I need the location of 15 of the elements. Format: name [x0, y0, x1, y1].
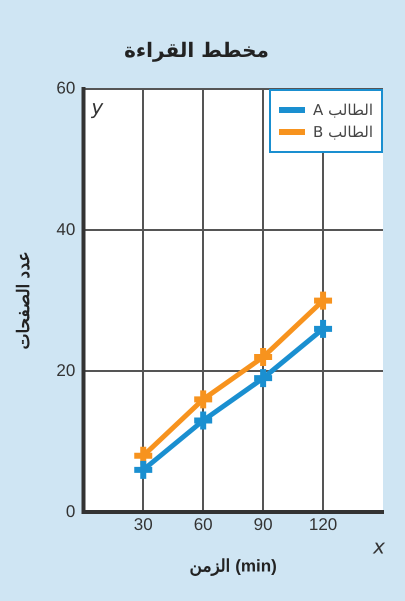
text: x — [372, 534, 386, 558]
x-tick-label: 60 — [194, 515, 213, 534]
annotation: y — [90, 95, 104, 120]
y-tick-label: 40 — [56, 220, 76, 239]
y-axis-title: عدد الصفحات — [14, 252, 33, 350]
x-axis-title: الزمن (min) — [190, 556, 277, 576]
chart-title: مخطط القراءة — [124, 38, 269, 62]
y-tick-label: 0 — [66, 502, 76, 521]
y-tick-label: 60 — [56, 78, 76, 98]
x-tick-label: 90 — [254, 515, 273, 534]
x-tick-label: 30 — [134, 515, 153, 534]
legend-label: الطالب A — [313, 101, 373, 119]
x-tick-label: 120 — [308, 515, 338, 534]
y-tick-label: 20 — [56, 360, 76, 380]
legend-label: الطالب B — [313, 123, 373, 141]
